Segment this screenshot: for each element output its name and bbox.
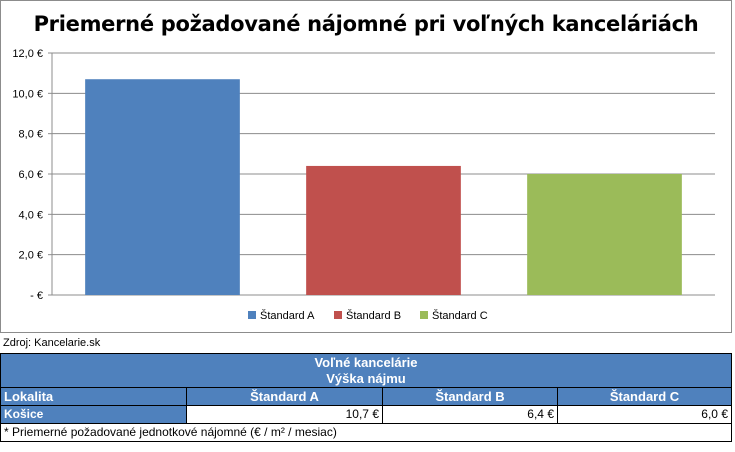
source-note: Zdroj: Kancelarie.sk bbox=[3, 337, 101, 349]
table-title-cell: Voľné kancelárie Výška nájmu bbox=[0, 353, 732, 388]
y-tick-label: 6,0 € bbox=[19, 169, 43, 181]
table-title-row: Voľné kancelárie Výška nájmu bbox=[0, 353, 732, 388]
header-lokalita: Lokalita bbox=[0, 387, 187, 406]
y-tick-label: 8,0 € bbox=[19, 129, 43, 141]
y-tick-label: - € bbox=[30, 290, 43, 302]
y-tick-label: 12,0 € bbox=[12, 48, 43, 60]
y-tick-label: 4,0 € bbox=[19, 209, 43, 221]
header-standard-b: Štandard B bbox=[382, 387, 558, 406]
table-row: Košice 10,7 € 6,4 € 6,0 € bbox=[0, 405, 732, 424]
cell-standard-c: 6,0 € bbox=[557, 405, 732, 424]
chart-title: Priemerné požadované nájomné pri voľných… bbox=[33, 12, 699, 36]
header-standard-c: Štandard C bbox=[557, 387, 732, 406]
bar bbox=[306, 165, 461, 295]
row-label-kosice: Košice bbox=[0, 405, 187, 424]
legend-label: Štandard C bbox=[432, 309, 488, 322]
table-footnote-row: * Priemerné požadované jednotkové nájomn… bbox=[0, 423, 732, 442]
table-header-row: Lokalita Štandard A Štandard B Štandard … bbox=[0, 387, 732, 406]
bar bbox=[85, 79, 240, 295]
legend-swatch bbox=[334, 311, 342, 319]
table-footnote: * Priemerné požadované jednotkové nájomn… bbox=[0, 423, 732, 442]
y-tick-label: 10,0 € bbox=[12, 88, 43, 100]
bar-chart: - € 2,0 € 4,0 € 6,0 € 8,0 € 10,0 € 12,0 € Štand… bbox=[12, 48, 715, 322]
table-title-line2: Výška nájmu bbox=[326, 371, 406, 386]
header-standard-a: Štandard A bbox=[186, 387, 383, 406]
table-title-line1: Voľné kancelárie bbox=[314, 355, 418, 370]
legend-label: Štandard A bbox=[260, 309, 315, 322]
legend-swatch bbox=[420, 311, 428, 319]
legend-swatch bbox=[248, 311, 256, 319]
legend-label: Štandard B bbox=[346, 309, 401, 322]
cell-standard-a: 10,7 € bbox=[186, 405, 383, 424]
rent-table: Voľné kancelárie Výška nájmu Lokalita Št… bbox=[0, 353, 732, 442]
bar bbox=[527, 174, 682, 295]
cell-standard-b: 6,4 € bbox=[382, 405, 558, 424]
y-tick-label: 2,0 € bbox=[19, 250, 43, 262]
